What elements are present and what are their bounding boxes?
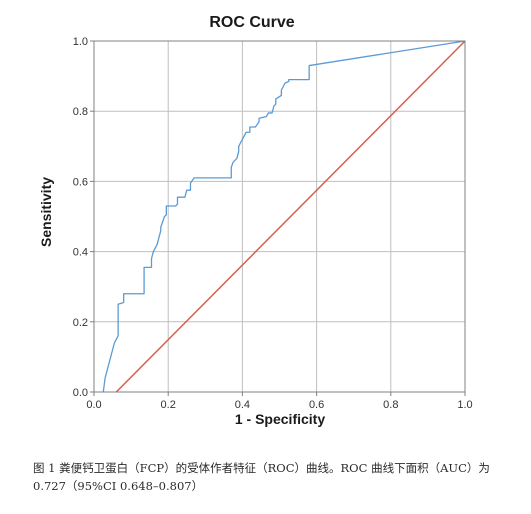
series-layer xyxy=(102,40,466,393)
y-axis-ticks: 0.0 0.2 0.4 0.6 0.8 1.0 xyxy=(73,36,94,399)
y-tick-label-3: 0.6 xyxy=(73,176,88,188)
y-tick-label-4: 0.8 xyxy=(73,106,88,118)
y-tick-label-0: 0.0 xyxy=(73,387,88,399)
x-tick-label-5: 1.0 xyxy=(457,399,472,411)
roc-chart: 0.0 0.2 0.4 0.6 0.8 1.0 0.0 0.2 0.4 0.6 0.8 1.0 RO… xyxy=(38,14,473,427)
figure-caption: 图 1 粪便钙卫蛋白（FCP）的受体作者特征（ROC）曲线。ROC 曲线下面积（… xyxy=(33,461,490,493)
x-axis-ticks: 0.0 0.2 0.4 0.6 0.8 1.0 xyxy=(86,392,473,411)
reference-diagonal-line xyxy=(115,40,466,393)
plot-background xyxy=(94,41,465,392)
x-tick-label-2: 0.4 xyxy=(235,399,250,411)
x-axis-label: 1 - Specificity xyxy=(235,411,325,427)
plot-frame xyxy=(93,40,466,393)
roc-curve-line xyxy=(102,40,466,393)
y-axis-label: Sensitivity xyxy=(38,177,54,247)
y-tick-label-1: 0.2 xyxy=(73,317,88,329)
x-tick-label-3: 0.6 xyxy=(309,399,324,411)
x-tick-label-1: 0.2 xyxy=(161,399,176,411)
chart-title: ROC Curve xyxy=(209,14,294,31)
y-tick-label-2: 0.4 xyxy=(73,247,88,259)
y-tick-label-5: 1.0 xyxy=(73,36,88,48)
x-tick-label-0: 0.0 xyxy=(86,399,101,411)
x-tick-label-4: 0.8 xyxy=(383,399,398,411)
